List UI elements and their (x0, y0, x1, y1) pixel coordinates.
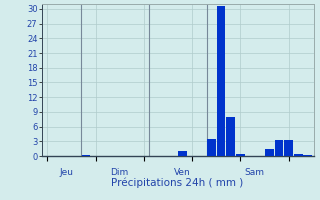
Text: Jeu: Jeu (60, 168, 74, 177)
Text: Dim: Dim (111, 168, 129, 177)
X-axis label: Précipitations 24h ( mm ): Précipitations 24h ( mm ) (111, 178, 244, 188)
Text: Sam: Sam (245, 168, 265, 177)
Bar (178, 151, 187, 156)
Bar (303, 155, 312, 156)
Text: Ven: Ven (174, 168, 191, 177)
Bar (236, 154, 244, 156)
Bar (82, 155, 90, 156)
Bar (207, 139, 216, 156)
Bar (294, 154, 302, 156)
Bar (226, 117, 235, 156)
Bar (275, 140, 283, 156)
Bar (284, 140, 293, 156)
Bar (265, 149, 274, 156)
Bar (217, 6, 225, 156)
